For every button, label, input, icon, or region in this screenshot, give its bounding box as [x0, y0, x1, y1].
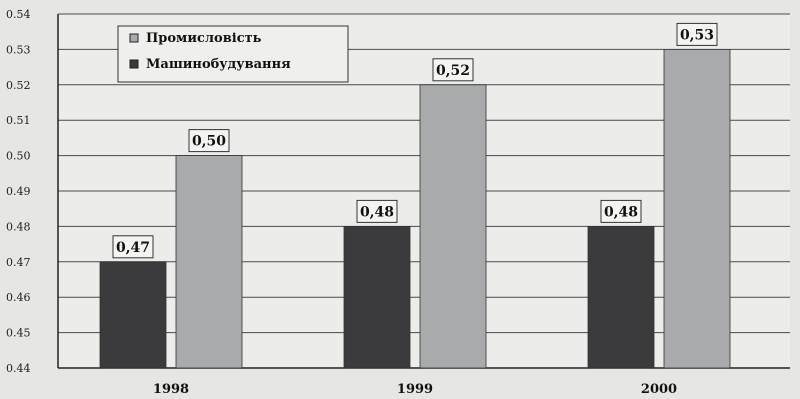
y-tick-label: 0.49 — [6, 185, 31, 198]
data-label: 0,47 — [116, 240, 150, 256]
bar-industry — [663, 49, 731, 369]
x-tick-label: 1999 — [397, 382, 433, 397]
data-label-box — [356, 199, 398, 223]
y-tick-label: 0.54 — [6, 8, 31, 21]
legend-box — [117, 25, 349, 83]
legend-label: Машинобудування — [146, 57, 291, 72]
legend-swatch — [129, 59, 139, 69]
y-tick-label: 0.46 — [6, 291, 31, 304]
y-tick-label: 0.51 — [6, 114, 31, 127]
y-tick-label: 0.50 — [6, 150, 31, 163]
y-tick-label: 0.52 — [6, 79, 31, 92]
bar-machine-building — [587, 225, 655, 369]
y-tick-label: 0.44 — [6, 362, 31, 375]
data-label: 0,53 — [680, 27, 714, 43]
bar-industry — [419, 84, 487, 369]
legend-swatch — [129, 33, 139, 43]
data-label-box — [600, 199, 642, 223]
legend-label: Промисловість — [146, 31, 262, 46]
y-tick-label: 0.45 — [6, 327, 31, 340]
data-label: 0,48 — [604, 204, 638, 220]
data-label: 0,48 — [360, 204, 394, 220]
data-label-box — [676, 22, 718, 46]
data-label: 0,50 — [192, 134, 226, 150]
data-label-box — [112, 235, 154, 259]
x-tick-label: 1998 — [153, 382, 189, 397]
y-tick-label: 0.48 — [6, 220, 31, 233]
x-tick-label: 2000 — [641, 382, 677, 397]
data-label-box — [432, 58, 474, 82]
bar-machine-building — [99, 261, 167, 369]
bar-industry — [175, 155, 243, 369]
data-label-box — [188, 129, 230, 153]
y-tick-label: 0.47 — [6, 256, 31, 269]
y-tick-label: 0.53 — [6, 43, 31, 56]
bar-machine-building — [343, 225, 411, 369]
data-label: 0,52 — [436, 63, 470, 79]
